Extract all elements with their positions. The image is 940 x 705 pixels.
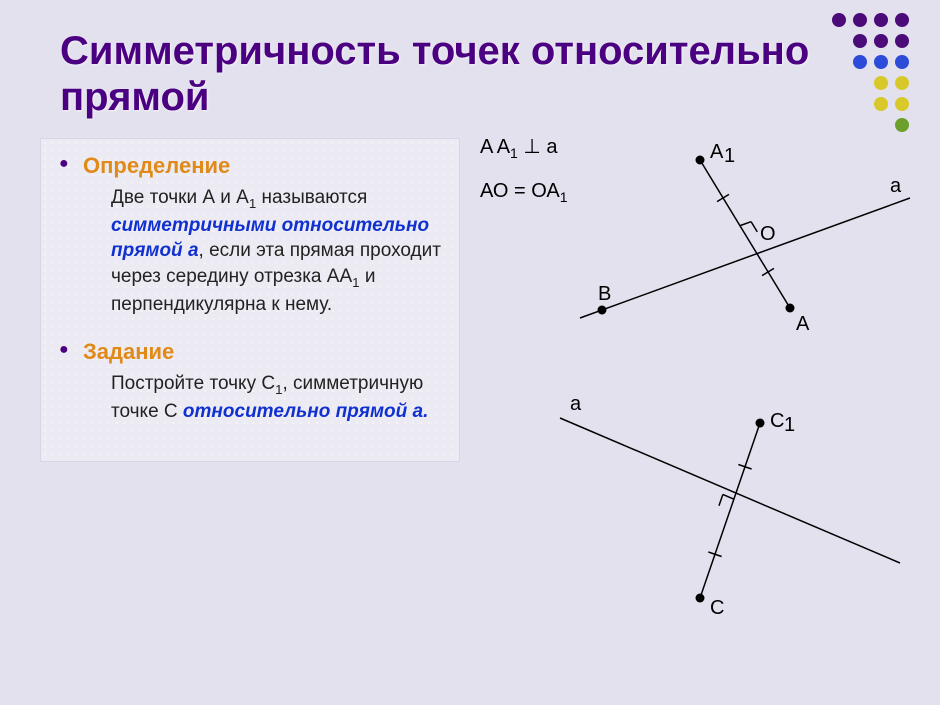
svg-text:С: С (710, 597, 724, 619)
svg-text:А: А (796, 313, 810, 335)
svg-text:1: 1 (784, 414, 795, 436)
svg-text:a: a (890, 175, 902, 197)
svg-text:О: О (760, 223, 776, 245)
task-body: Постройте точку С1, симметричную точке С… (83, 371, 445, 424)
svg-text:А: А (710, 141, 724, 163)
definition-heading: Определение (83, 153, 230, 178)
svg-text:С: С (770, 410, 784, 432)
diagram-1: А1АОВa (540, 118, 940, 348)
task-heading: Задание (83, 339, 174, 364)
diagram-panel: A A1 ⊥ a АО = ОА1 А1АОВa С1Сa (470, 138, 900, 462)
svg-text:В: В (598, 283, 611, 305)
text-panel: Определение Две точки А и А1 называются … (40, 138, 460, 462)
definition-body: Две точки А и А1 называются симметричным… (83, 185, 445, 317)
diagram-2: С1Сa (530, 388, 930, 628)
svg-text:1: 1 (724, 145, 735, 167)
svg-text:a: a (570, 393, 582, 415)
